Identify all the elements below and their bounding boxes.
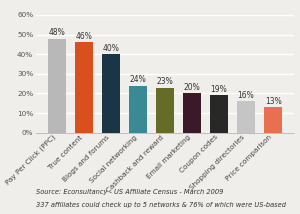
Text: 16%: 16%	[238, 91, 254, 100]
Bar	[264, 107, 282, 133]
Text: 19%: 19%	[211, 85, 227, 94]
Bar	[210, 95, 228, 133]
Text: Source: Econsultancy - US Affiliate Census - March 2009: Source: Econsultancy - US Affiliate Cens…	[36, 189, 224, 196]
Bar	[102, 54, 120, 133]
Text: 23%: 23%	[157, 77, 173, 86]
Bar	[75, 42, 93, 133]
Text: 46%: 46%	[76, 32, 92, 41]
Text: 24%: 24%	[130, 75, 146, 84]
Text: 48%: 48%	[49, 28, 65, 37]
Bar	[156, 88, 174, 133]
Text: 337 affiliates could check up to 5 networks & 76% of which were US-based: 337 affiliates could check up to 5 netwo…	[36, 202, 286, 208]
Bar	[48, 39, 66, 133]
Bar	[237, 101, 255, 133]
Bar	[183, 94, 201, 133]
Text: 40%: 40%	[103, 44, 119, 53]
Bar	[129, 86, 147, 133]
Text: 13%: 13%	[265, 97, 281, 106]
Text: 20%: 20%	[184, 83, 200, 92]
